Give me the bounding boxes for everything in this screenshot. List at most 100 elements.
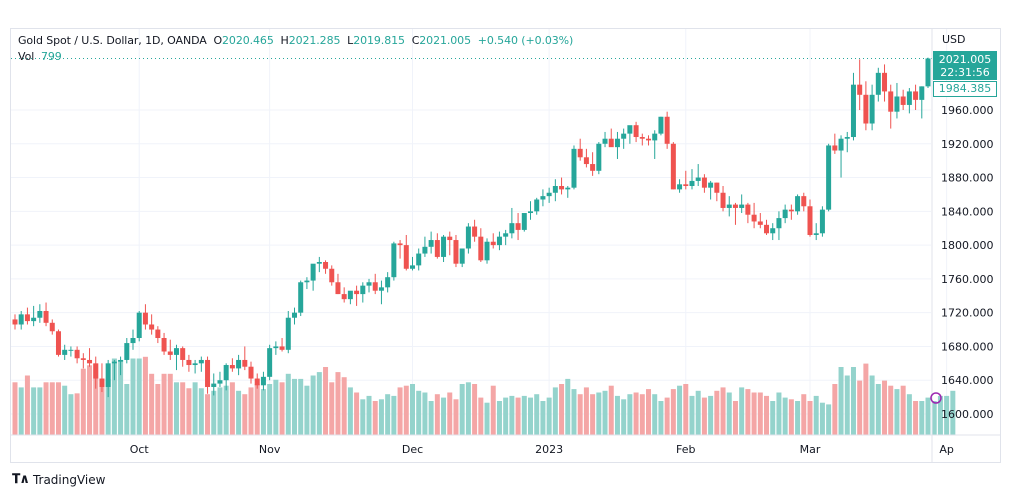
volume-bar bbox=[515, 397, 521, 435]
volume-legend: Vol 799 bbox=[18, 50, 62, 63]
candle-body bbox=[552, 186, 558, 193]
candle bbox=[652, 130, 658, 159]
candle bbox=[118, 356, 124, 376]
candle-body bbox=[832, 145, 838, 151]
vol-label[interactable]: Vol bbox=[18, 50, 35, 63]
volume-bar bbox=[571, 389, 577, 435]
volume-bar bbox=[559, 384, 565, 435]
candle-body bbox=[167, 351, 173, 355]
volume-bar bbox=[31, 387, 37, 435]
candle bbox=[658, 116, 664, 136]
close-value: 2021.005 bbox=[419, 34, 471, 47]
candle-body bbox=[863, 94, 869, 124]
candle bbox=[795, 194, 801, 215]
volume-bar bbox=[372, 401, 378, 435]
candle bbox=[664, 111, 670, 149]
candle-body bbox=[254, 378, 260, 386]
volume-bar bbox=[869, 375, 875, 435]
candle bbox=[43, 302, 49, 327]
ohlc-legend: Gold Spot / U.S. Dollar, 1D, OANDA O2020… bbox=[18, 34, 573, 47]
candle bbox=[608, 128, 614, 148]
candle bbox=[534, 197, 540, 215]
volume-bar bbox=[298, 378, 304, 435]
candle-body bbox=[316, 262, 322, 264]
volume-bar bbox=[509, 395, 515, 435]
candle bbox=[260, 371, 266, 391]
candle-body bbox=[236, 359, 242, 369]
candle bbox=[925, 57, 931, 89]
currency-label[interactable]: USD bbox=[942, 33, 966, 46]
volume-bar bbox=[496, 401, 502, 435]
candle bbox=[80, 353, 86, 369]
candle-body bbox=[186, 359, 192, 366]
volume-bar bbox=[863, 363, 869, 435]
candle-body bbox=[770, 228, 776, 234]
volume-bar bbox=[757, 392, 763, 435]
volume-bar bbox=[937, 395, 943, 435]
candle-body bbox=[12, 319, 18, 325]
volume-bar bbox=[751, 392, 757, 435]
candle-body bbox=[646, 138, 652, 141]
candle bbox=[875, 67, 881, 102]
candle bbox=[18, 310, 24, 330]
candle-body bbox=[205, 359, 211, 387]
volume-bar bbox=[882, 380, 888, 435]
candle bbox=[298, 280, 304, 317]
time-tick-label: Dec bbox=[402, 443, 423, 456]
candle bbox=[633, 121, 639, 143]
volume-bar bbox=[745, 389, 751, 435]
candle-body bbox=[136, 312, 142, 338]
candle-body bbox=[888, 91, 894, 112]
volume-bar bbox=[913, 401, 919, 435]
candle bbox=[583, 148, 589, 168]
candle-body bbox=[664, 116, 670, 144]
chart-frame bbox=[10, 28, 1001, 463]
candle-body bbox=[459, 248, 465, 264]
candle-body bbox=[441, 236, 447, 257]
candle bbox=[509, 207, 515, 239]
tradingview-branding[interactable]: 𝐓∧ TradingView bbox=[12, 472, 105, 487]
candle bbox=[913, 84, 919, 110]
candle bbox=[335, 273, 341, 295]
volume-bar bbox=[453, 399, 459, 435]
bar-countdown: 22:31:56 bbox=[940, 66, 990, 79]
last-price-tag: 2021.005 22:31:56 bbox=[933, 51, 997, 80]
candle bbox=[546, 187, 552, 203]
candle bbox=[490, 233, 496, 249]
candle-body bbox=[819, 209, 825, 234]
volume-bar bbox=[788, 399, 794, 435]
volume-bar bbox=[409, 384, 415, 435]
candle-body bbox=[540, 196, 546, 200]
candle bbox=[385, 272, 391, 293]
candle bbox=[397, 240, 403, 259]
candle-body bbox=[453, 240, 459, 264]
volume-bar bbox=[931, 401, 937, 435]
candle-body bbox=[571, 148, 577, 188]
candle bbox=[739, 194, 745, 214]
volume-bar bbox=[857, 380, 863, 435]
candle-body bbox=[484, 241, 490, 261]
volume-bar bbox=[198, 388, 204, 435]
candle bbox=[857, 59, 863, 110]
candle bbox=[528, 201, 534, 220]
candle-body bbox=[118, 359, 124, 362]
volume-bar bbox=[12, 382, 18, 435]
volume-bar bbox=[149, 373, 155, 435]
candle bbox=[434, 233, 440, 259]
volume-bar bbox=[832, 384, 838, 435]
volume-bar bbox=[105, 378, 111, 435]
symbol-title[interactable]: Gold Spot / U.S. Dollar, 1D, OANDA bbox=[18, 34, 207, 47]
candle bbox=[130, 329, 136, 350]
change-value: +0.540 (+0.03%) bbox=[477, 34, 574, 47]
candle-body bbox=[161, 338, 167, 352]
candle-body bbox=[882, 72, 888, 92]
time-tick-label: Feb bbox=[676, 443, 695, 456]
low-value: 2019.815 bbox=[353, 34, 405, 47]
volume-bar bbox=[173, 382, 179, 435]
volume-bar bbox=[378, 399, 384, 435]
candle bbox=[838, 135, 844, 178]
candle-body bbox=[68, 349, 74, 351]
volume-bar bbox=[434, 394, 440, 435]
volume-bar bbox=[608, 385, 614, 435]
